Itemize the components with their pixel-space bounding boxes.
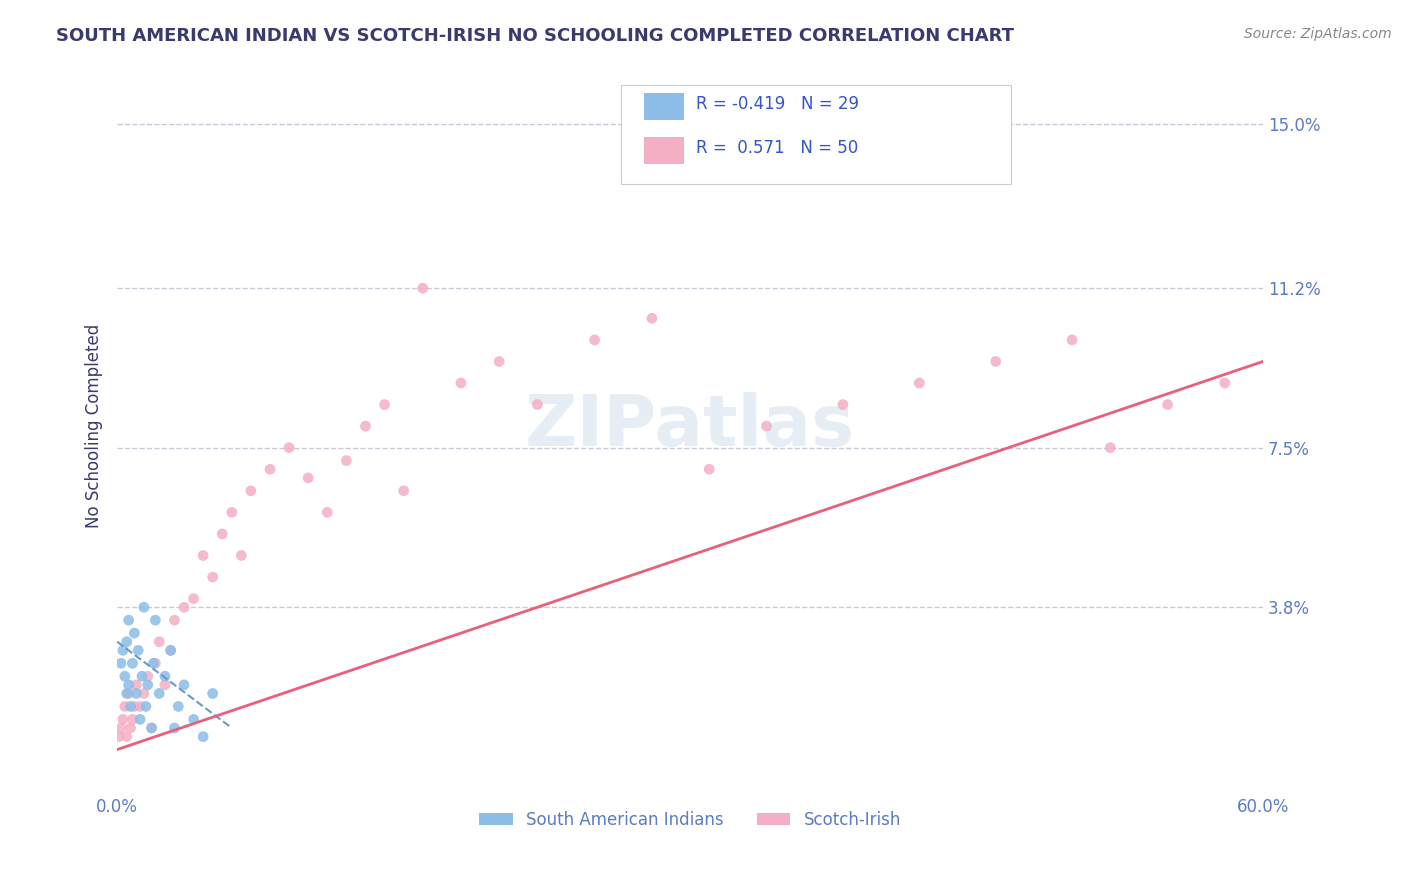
Point xyxy=(173,600,195,615)
Point xyxy=(117,678,139,692)
Point xyxy=(110,721,132,735)
Point xyxy=(908,376,931,390)
Point xyxy=(335,453,357,467)
Point xyxy=(231,549,253,563)
Text: R =  0.571   N = 50: R = 0.571 N = 50 xyxy=(696,138,858,157)
Point xyxy=(145,657,167,671)
Point xyxy=(159,643,181,657)
Point xyxy=(132,686,155,700)
Point xyxy=(221,505,243,519)
Point xyxy=(136,669,159,683)
Point xyxy=(131,669,153,683)
Point xyxy=(211,527,233,541)
Point xyxy=(141,721,163,735)
Point xyxy=(153,669,176,683)
Point xyxy=(132,600,155,615)
Point xyxy=(121,712,143,726)
Point xyxy=(583,333,606,347)
Point xyxy=(167,699,190,714)
Point xyxy=(201,570,224,584)
Point xyxy=(1156,398,1178,412)
Point xyxy=(142,657,165,671)
Point xyxy=(148,634,170,648)
Point xyxy=(354,419,377,434)
Point xyxy=(163,721,186,735)
Point xyxy=(135,699,157,714)
Point xyxy=(450,376,472,390)
Point xyxy=(316,505,339,519)
Point xyxy=(641,311,664,326)
Y-axis label: No Schooling Completed: No Schooling Completed xyxy=(86,324,103,528)
Point xyxy=(115,730,138,744)
Point xyxy=(183,712,205,726)
Text: Source: ZipAtlas.com: Source: ZipAtlas.com xyxy=(1244,27,1392,41)
Point xyxy=(120,721,142,735)
Point xyxy=(755,419,778,434)
Point xyxy=(120,699,142,714)
Point xyxy=(297,471,319,485)
Point xyxy=(278,441,301,455)
Point xyxy=(201,686,224,700)
Point xyxy=(984,354,1007,368)
Point xyxy=(832,398,855,412)
Point xyxy=(136,678,159,692)
Point xyxy=(153,678,176,692)
Point xyxy=(114,699,136,714)
Point xyxy=(110,657,132,671)
Point xyxy=(374,398,396,412)
Point xyxy=(111,643,134,657)
Point xyxy=(125,686,148,700)
Point xyxy=(125,678,148,692)
FancyBboxPatch shape xyxy=(621,86,1011,185)
Point xyxy=(239,483,262,498)
Point xyxy=(183,591,205,606)
Point xyxy=(191,730,214,744)
Point xyxy=(124,626,146,640)
Point xyxy=(173,678,195,692)
Point xyxy=(1099,441,1122,455)
Point xyxy=(159,643,181,657)
Point xyxy=(412,281,434,295)
Point xyxy=(129,699,152,714)
FancyBboxPatch shape xyxy=(644,136,685,164)
Point xyxy=(163,613,186,627)
Point xyxy=(141,721,163,735)
Point xyxy=(148,686,170,700)
Point xyxy=(191,549,214,563)
Point xyxy=(115,634,138,648)
Point xyxy=(124,699,146,714)
Point xyxy=(121,657,143,671)
Point xyxy=(111,712,134,726)
Point xyxy=(526,398,548,412)
Point xyxy=(114,669,136,683)
Text: SOUTH AMERICAN INDIAN VS SCOTCH-IRISH NO SCHOOLING COMPLETED CORRELATION CHART: SOUTH AMERICAN INDIAN VS SCOTCH-IRISH NO… xyxy=(56,27,1014,45)
FancyBboxPatch shape xyxy=(644,93,685,120)
Point xyxy=(117,613,139,627)
Text: ZIPatlas: ZIPatlas xyxy=(524,392,855,460)
Point xyxy=(1213,376,1236,390)
Point xyxy=(392,483,415,498)
Point xyxy=(115,686,138,700)
Text: R = -0.419   N = 29: R = -0.419 N = 29 xyxy=(696,95,859,112)
Point xyxy=(1062,333,1084,347)
Point xyxy=(108,730,131,744)
Legend: South American Indians, Scotch-Irish: South American Indians, Scotch-Irish xyxy=(472,805,908,836)
Point xyxy=(697,462,720,476)
Point xyxy=(127,643,149,657)
Point xyxy=(488,354,510,368)
Point xyxy=(117,686,139,700)
Point xyxy=(129,712,152,726)
Point xyxy=(145,613,167,627)
Point xyxy=(259,462,281,476)
